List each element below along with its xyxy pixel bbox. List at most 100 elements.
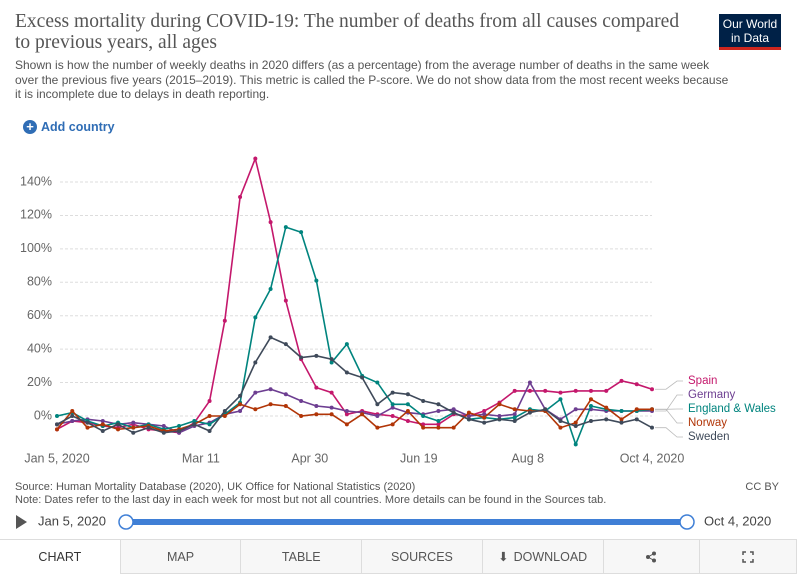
- data-point: [421, 414, 425, 418]
- data-point: [604, 406, 608, 410]
- footer: Source: Human Mortality Database (2020),…: [15, 481, 606, 506]
- logo-text: Our World: [719, 17, 781, 31]
- data-point: [269, 387, 273, 391]
- timeline-end: Oct 4, 2020: [704, 513, 771, 528]
- note: Note: Dates refer to the last day in eac…: [15, 494, 606, 507]
- data-point: [650, 426, 654, 430]
- data-point: [70, 419, 74, 423]
- data-point: [299, 355, 303, 359]
- share-button[interactable]: [604, 540, 701, 574]
- data-point: [406, 409, 410, 413]
- data-point: [253, 315, 257, 319]
- data-point: [467, 411, 471, 415]
- data-point: [131, 426, 135, 430]
- data-point: [406, 392, 410, 396]
- data-point: [589, 397, 593, 401]
- play-button[interactable]: [16, 515, 27, 529]
- data-point: [269, 335, 273, 339]
- y-tick-label: 20%: [27, 375, 52, 389]
- data-point: [101, 429, 105, 433]
- data-point: [391, 391, 395, 395]
- data-point: [589, 404, 593, 408]
- data-point: [299, 414, 303, 418]
- y-tick-label: 40%: [27, 341, 52, 355]
- data-point: [497, 417, 501, 421]
- timeline-handle[interactable]: [680, 515, 694, 529]
- data-point: [497, 402, 501, 406]
- data-point: [650, 407, 654, 411]
- data-point: [345, 409, 349, 413]
- y-tick-label: 60%: [27, 308, 52, 322]
- data-point: [436, 419, 440, 423]
- data-point: [70, 414, 74, 418]
- tab[interactable]: MAP: [121, 540, 242, 574]
- legend-label: Germany: [688, 389, 736, 401]
- y-tick-label: 100%: [20, 241, 52, 255]
- tab[interactable]: SOURCES: [362, 540, 483, 574]
- data-point: [116, 427, 120, 431]
- data-point: [208, 429, 212, 433]
- data-point: [269, 287, 273, 291]
- data-point: [635, 407, 639, 411]
- data-point: [238, 409, 242, 413]
- data-point: [284, 392, 288, 396]
- data-point: [375, 426, 379, 430]
- tab[interactable]: ⬇DOWNLOAD: [483, 540, 604, 574]
- legend-label: Norway: [688, 417, 727, 429]
- data-point: [314, 386, 318, 390]
- data-point: [360, 376, 364, 380]
- license[interactable]: CC BY: [745, 481, 779, 493]
- legend-connector: [655, 381, 683, 389]
- data-point: [55, 427, 59, 431]
- timeline-handle[interactable]: [119, 515, 133, 529]
- data-point: [253, 361, 257, 365]
- data-point: [314, 412, 318, 416]
- x-tick-label: Apr 30: [291, 451, 328, 465]
- tab[interactable]: CHART: [0, 540, 121, 574]
- y-tick-label: 80%: [27, 275, 52, 289]
- data-point: [436, 409, 440, 413]
- data-point: [208, 399, 212, 403]
- data-point: [284, 299, 288, 303]
- data-point: [558, 419, 562, 423]
- data-point: [452, 411, 456, 415]
- data-point: [482, 416, 486, 420]
- data-point: [192, 422, 196, 426]
- timeline-start: Jan 5, 2020: [38, 513, 106, 528]
- y-tick-label: 0%: [34, 408, 52, 422]
- data-point: [513, 419, 517, 423]
- data-point: [574, 442, 578, 446]
- data-point: [55, 414, 59, 418]
- data-point: [101, 422, 105, 426]
- data-point: [574, 424, 578, 428]
- data-point: [406, 419, 410, 423]
- add-country[interactable]: +Add country: [23, 120, 115, 134]
- y-tick-label: 140%: [20, 174, 52, 188]
- legend-label: England & Wales: [688, 403, 776, 415]
- x-tick-label: Jan 5, 2020: [24, 451, 89, 465]
- legend-label: Sweden: [688, 431, 730, 443]
- data-point: [284, 342, 288, 346]
- data-point: [619, 421, 623, 425]
- data-point: [345, 342, 349, 346]
- data-point: [345, 422, 349, 426]
- data-point: [528, 381, 532, 385]
- data-point: [391, 422, 395, 426]
- data-point: [543, 407, 547, 411]
- series-line: [57, 159, 652, 433]
- data-point: [375, 381, 379, 385]
- data-point: [238, 195, 242, 199]
- data-point: [421, 399, 425, 403]
- data-point: [299, 230, 303, 234]
- data-point: [436, 426, 440, 430]
- tab[interactable]: TABLE: [241, 540, 362, 574]
- data-point: [375, 402, 379, 406]
- data-point: [574, 389, 578, 393]
- data-point: [604, 417, 608, 421]
- data-point: [589, 419, 593, 423]
- fullscreen-button[interactable]: [700, 540, 797, 574]
- data-point: [330, 412, 334, 416]
